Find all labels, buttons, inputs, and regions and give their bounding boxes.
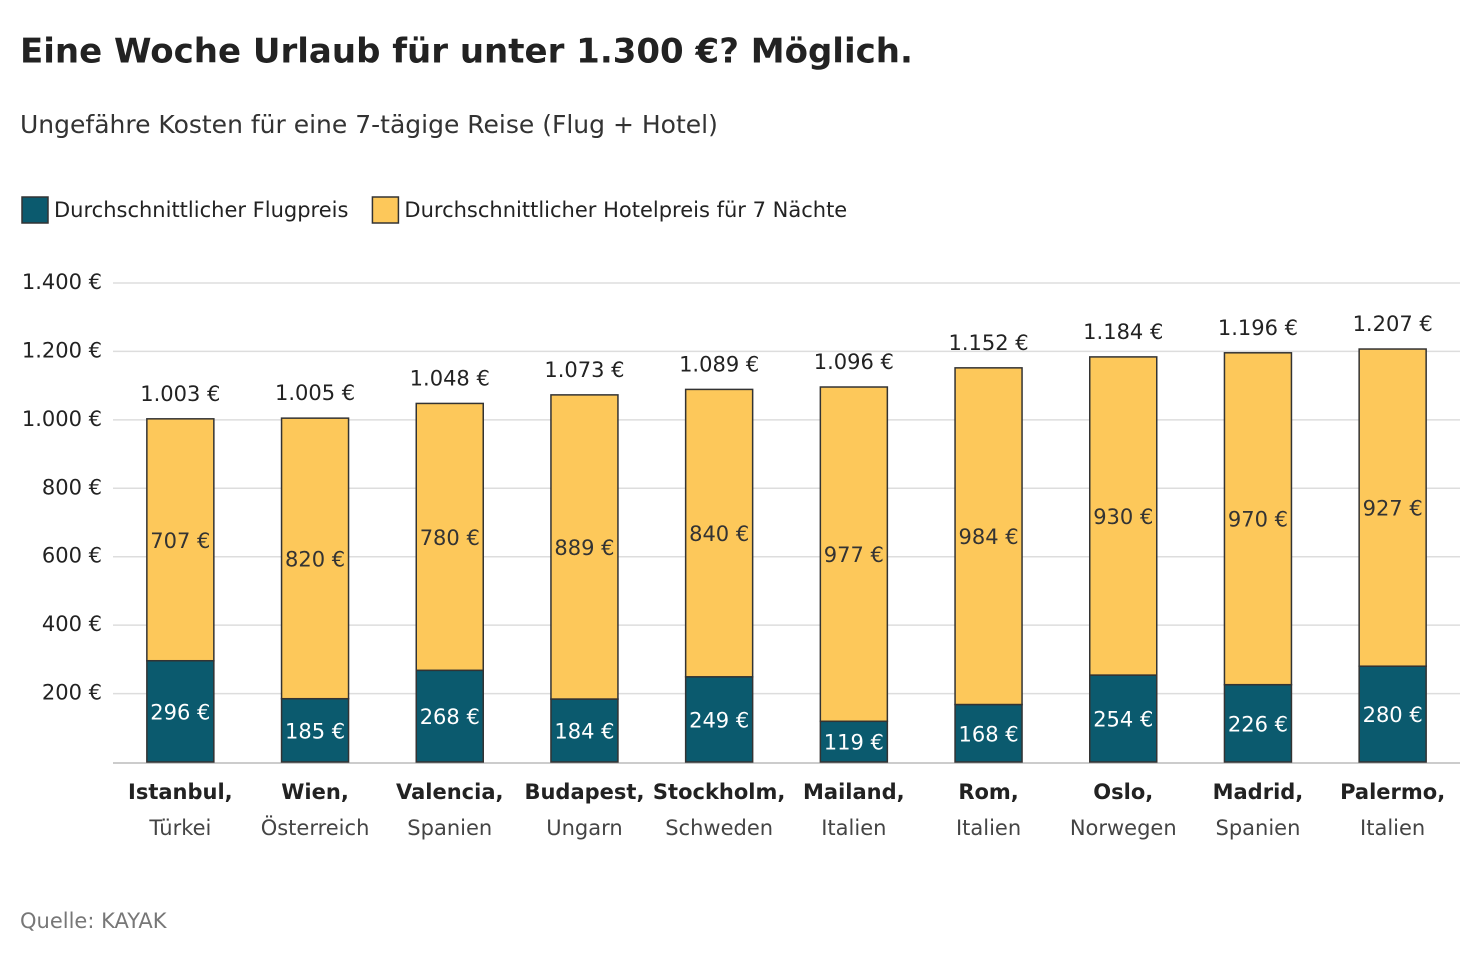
legend-label: Durchschnittlicher Flugpreis	[54, 198, 348, 222]
source: Quelle: KAYAK	[20, 909, 168, 933]
bar-segment	[819, 386, 889, 723]
bar-segment	[415, 402, 484, 672]
legend-swatch	[21, 196, 49, 224]
total-label: 1.196 €	[1218, 316, 1298, 340]
x-tick-label: Stockholm,	[653, 780, 785, 804]
x-tick-label: Palermo,	[1340, 780, 1445, 804]
value-label: 927 €	[1363, 497, 1423, 521]
bar-segment	[954, 367, 1023, 706]
y-tick-label: 1.000 €	[22, 407, 102, 431]
total-label: 1.152 €	[948, 331, 1028, 355]
x-tick-label: Oslo,	[1093, 780, 1153, 804]
value-label: 184 €	[554, 720, 614, 744]
x-tick-sublabel: Türkei	[148, 816, 211, 840]
bar-segment	[1358, 348, 1427, 667]
total-label: 1.089 €	[679, 352, 759, 376]
value-label: 970 €	[1228, 508, 1288, 532]
bar-segment	[280, 697, 350, 763]
y-tick-label: 600 €	[42, 544, 102, 568]
chart-subtitle: Ungefähre Kosten für eine 7-tägige Reise…	[20, 110, 718, 139]
value-label: 930 €	[1093, 505, 1153, 529]
x-tick-label: Wien,	[281, 780, 349, 804]
total-label: 1.003 €	[140, 382, 220, 406]
value-label: 168 €	[958, 722, 1018, 746]
x-tick-label: Istanbul,	[128, 780, 233, 804]
legend-label: Durchschnittlicher Hotelpreis für 7 Näch…	[404, 198, 847, 222]
x-tick-sublabel: Österreich	[261, 815, 370, 840]
value-label: 780 €	[420, 526, 480, 550]
total-label: 1.048 €	[410, 366, 490, 390]
bar-segment	[684, 388, 754, 678]
x-tick-label: Mailand,	[803, 780, 905, 804]
bar-segment	[415, 669, 484, 763]
value-label: 984 €	[958, 525, 1018, 549]
y-tick-label: 800 €	[42, 475, 102, 499]
x-tick-label: Madrid,	[1213, 780, 1304, 804]
value-label: 185 €	[285, 719, 345, 743]
x-tick-label: Budapest,	[524, 780, 644, 804]
x-tick-label: Rom,	[958, 780, 1018, 804]
value-label: 254 €	[1093, 708, 1153, 732]
value-label: 226 €	[1228, 712, 1288, 736]
bar-segment	[954, 703, 1023, 763]
total-label: 1.207 €	[1353, 312, 1433, 336]
x-tick-sublabel: Italien	[821, 816, 886, 840]
x-tick-sublabel: Spanien	[407, 816, 492, 840]
legend-swatch	[371, 196, 400, 224]
value-label: 296 €	[150, 700, 210, 724]
x-tick-sublabel: Ungarn	[546, 816, 622, 840]
value-label: 119 €	[824, 731, 884, 755]
y-tick-label: 400 €	[42, 612, 102, 636]
bar-segment	[1089, 356, 1158, 676]
bar-segment	[550, 394, 619, 700]
total-label: 1.096 €	[814, 350, 894, 374]
bar-segment	[684, 676, 754, 763]
total-label: 1.184 €	[1083, 320, 1163, 344]
x-tick-sublabel: Schweden	[665, 816, 773, 840]
x-tick-sublabel: Spanien	[1215, 816, 1300, 840]
value-label: 889 €	[554, 536, 614, 560]
x-tick-sublabel: Norwegen	[1070, 816, 1177, 840]
bar-segment	[146, 418, 215, 662]
value-label: 280 €	[1363, 703, 1423, 727]
value-label: 840 €	[689, 522, 749, 546]
x-tick-sublabel: Italien	[1360, 816, 1425, 840]
bar-segment	[819, 720, 889, 763]
x-tick-sublabel: Italien	[956, 816, 1021, 840]
y-tick-label: 1.400 €	[22, 270, 102, 294]
chart-title: Eine Woche Urlaub für unter 1.300 €? Mög…	[20, 32, 913, 72]
total-label: 1.073 €	[544, 358, 624, 382]
value-label: 707 €	[150, 529, 210, 553]
value-label: 268 €	[420, 705, 480, 729]
total-label: 1.005 €	[275, 381, 355, 405]
bar-segment	[1358, 665, 1427, 763]
y-tick-label: 1.200 €	[22, 338, 102, 362]
bar-segment	[280, 417, 350, 700]
value-label: 820 €	[285, 547, 345, 571]
bar-segment	[1223, 683, 1293, 763]
value-label: 977 €	[824, 543, 884, 567]
bar-segment	[1223, 352, 1293, 686]
bar-segment	[146, 659, 215, 763]
value-label: 249 €	[689, 708, 749, 732]
y-tick-label: 200 €	[42, 681, 102, 705]
x-tick-label: Valencia,	[396, 780, 503, 804]
